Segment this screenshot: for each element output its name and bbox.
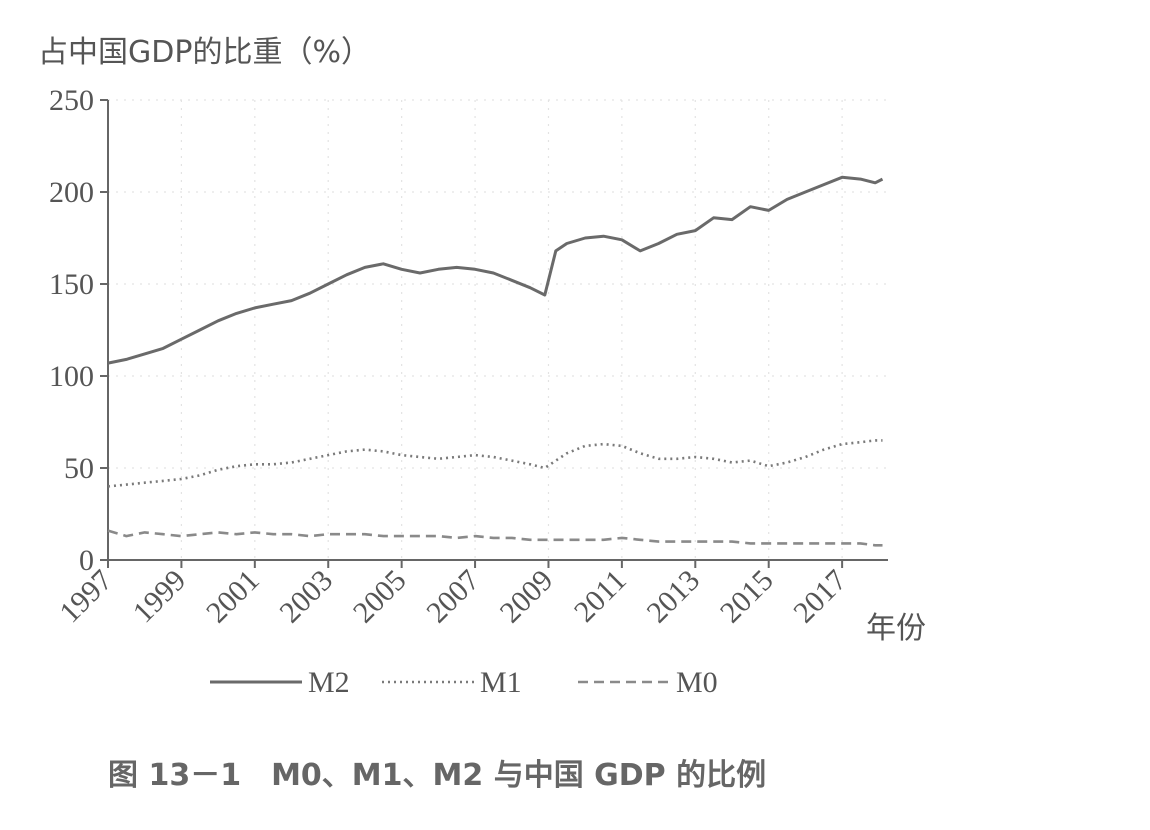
axes [107,100,888,561]
legend-label-m1: M1 [480,666,522,699]
series-line-m2 [107,175,884,365]
x-tick-label: 1997 [53,564,119,630]
x-tick-label: 2009 [494,564,560,630]
x-tick-label: 2001 [200,564,266,630]
x-tick-label: 1999 [127,564,193,630]
series [107,175,884,547]
legend-label-m2: M2 [308,666,350,699]
y-tick-label: 250 [49,84,94,117]
x-ticks: 1997 1999 2001 2003 2005 2007 2009 2011 2013 2015… [53,560,853,629]
y-axis-label: 占中国GDP的比重（%） [38,35,371,70]
x-tick-label: 2017 [787,564,853,630]
y-tick-label: 150 [49,268,94,301]
y-tick-label: 100 [49,360,94,393]
legend-label-m0: M0 [676,666,718,699]
grid [107,99,888,560]
x-tick-label: 2011 [568,564,633,629]
y-tick-label: 0 [79,544,94,577]
legend: M2 M1 M0 [210,666,718,699]
x-axis-label: 年份 [866,611,926,646]
figure-caption: 图 13－1 M0、M1、M2 与中国 GDP 的比例 [108,758,766,793]
x-tick-label: 2015 [714,564,780,630]
y-tick-label: 200 [49,176,94,209]
x-tick-label: 2005 [347,564,413,630]
x-tick-label: 2003 [273,564,339,630]
series-line-m1 [107,439,883,488]
y-tick-label: 50 [64,452,94,485]
y-ticks: 0 50 100 150 200 250 [49,84,108,577]
x-tick-label: 2007 [420,564,486,630]
x-tick-label: 2013 [640,564,706,630]
series-line-m0 [107,529,883,547]
